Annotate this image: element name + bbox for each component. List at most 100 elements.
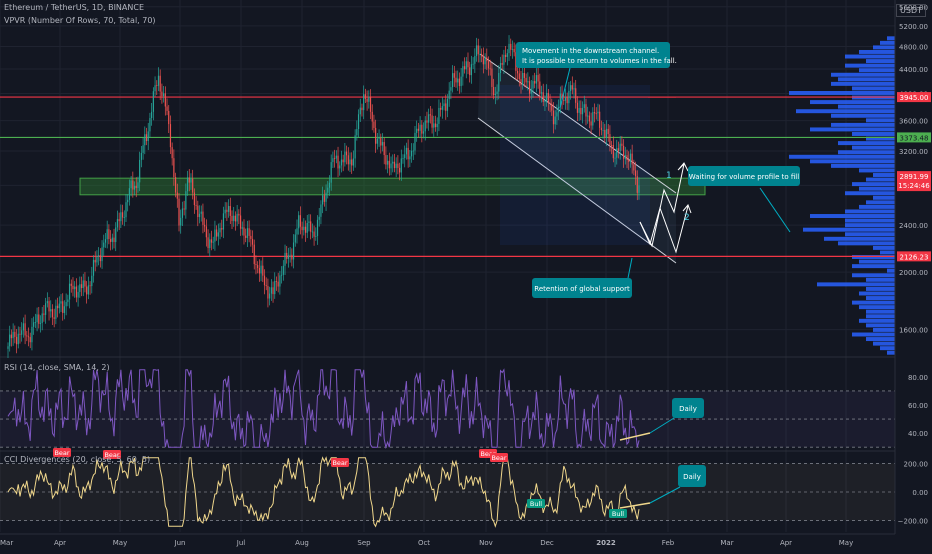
volume-profile-row xyxy=(831,163,895,168)
candle-body xyxy=(376,138,378,144)
candle-body xyxy=(532,81,534,89)
candle-body xyxy=(404,154,406,159)
candle-body xyxy=(233,215,235,221)
candle-body xyxy=(298,215,300,229)
volume-profile-row xyxy=(859,291,895,296)
candle-body xyxy=(313,231,315,237)
symbol-title[interactable]: Ethereum / TetherUS, 1D, BINANCE xyxy=(4,3,145,12)
time-tick-label: Jun xyxy=(174,539,186,547)
candle-body xyxy=(460,76,462,87)
volume-profile-row xyxy=(789,154,895,159)
volume-profile-row xyxy=(866,277,895,282)
cci-indicator-label[interactable]: CCI Divergences (20, close, 5, 60, 5) xyxy=(4,455,151,464)
candle-body xyxy=(149,118,151,132)
volume-profile-row xyxy=(866,323,895,328)
volume-profile-row xyxy=(831,113,895,118)
candle-body xyxy=(624,155,626,159)
currency-badge[interactable]: USDT xyxy=(896,4,926,17)
cci-line xyxy=(7,456,640,528)
candle-body xyxy=(224,209,226,214)
volume-profile-row xyxy=(845,223,895,228)
candle-body xyxy=(72,285,74,290)
candle-body xyxy=(195,205,197,206)
volume-profile-row xyxy=(852,264,895,269)
candle-body xyxy=(359,107,361,115)
candle-body xyxy=(291,254,293,260)
candle-body xyxy=(74,286,76,290)
cci-signal-text: Bear xyxy=(491,454,506,462)
volume-profile-row xyxy=(852,300,895,305)
candle-body xyxy=(463,66,466,70)
candle-body xyxy=(210,239,213,243)
candle-body xyxy=(631,153,633,165)
vpvr-indicator-label[interactable]: VPVR (Number Of Rows, 70, Total, 70) xyxy=(4,16,156,25)
candle-body xyxy=(246,228,248,238)
candle-body xyxy=(506,53,508,57)
candle-body xyxy=(559,93,561,107)
candle-body xyxy=(36,314,38,323)
volume-profile-row xyxy=(810,127,895,132)
candle-body xyxy=(356,129,358,136)
cci-signal-badge xyxy=(331,458,349,467)
volume-profile-row xyxy=(859,259,895,264)
volume-profile-row xyxy=(873,173,895,177)
candle-body xyxy=(433,123,435,128)
candle-body xyxy=(39,322,42,324)
candle-body xyxy=(113,237,115,243)
rsi-indicator-label[interactable]: RSI (14, close, SMA, 14, 2) xyxy=(4,363,110,372)
support-zone xyxy=(79,177,706,196)
candle-body xyxy=(91,275,93,287)
candle-body xyxy=(185,191,187,210)
candle-body xyxy=(284,252,286,266)
projection-path-1 xyxy=(639,163,685,248)
candle-body xyxy=(245,235,247,238)
candle-body xyxy=(585,104,587,117)
candle-body xyxy=(111,237,113,242)
candle-body xyxy=(487,61,490,69)
candle-body xyxy=(412,150,414,152)
candle-body xyxy=(130,180,132,189)
candle-body xyxy=(592,112,594,126)
candle-body xyxy=(253,244,255,265)
candle-body xyxy=(535,75,537,84)
candle-body xyxy=(17,333,19,345)
candle-body xyxy=(142,145,144,153)
candle-body xyxy=(400,158,402,173)
candle-body xyxy=(328,182,331,188)
candle-body xyxy=(345,151,348,156)
candle-body xyxy=(29,337,31,343)
volume-profile-row xyxy=(852,332,895,337)
candle-body xyxy=(484,57,486,65)
candle-body xyxy=(569,85,572,91)
price-axis-background xyxy=(895,0,932,550)
projection-label-2: 2 xyxy=(684,213,690,223)
candle-body xyxy=(62,301,64,313)
candle-body xyxy=(539,81,541,94)
candle-body xyxy=(248,228,250,236)
candle-body xyxy=(257,265,259,269)
candle-body xyxy=(67,299,69,303)
candle-body xyxy=(60,301,62,304)
cci-signal-text: Bull xyxy=(612,510,624,518)
candle-body xyxy=(475,45,478,56)
time-tick-label: Mar xyxy=(720,539,733,547)
candle-body xyxy=(397,163,399,168)
candle-body xyxy=(251,238,254,245)
candle-body xyxy=(392,161,394,164)
candle-body xyxy=(26,335,28,337)
candle-body xyxy=(274,281,276,295)
volume-profile-row xyxy=(810,159,895,164)
fixed-range-profile-box xyxy=(500,85,650,245)
volume-profile-row xyxy=(866,59,895,64)
candle-body xyxy=(515,52,517,71)
callout-rsi-text: Daily xyxy=(679,405,697,413)
candle-body xyxy=(605,128,608,138)
candle-body xyxy=(440,107,442,110)
candle-body xyxy=(84,280,86,287)
volume-profile-row xyxy=(866,314,895,319)
candle-body xyxy=(623,145,625,159)
volume-profile-row xyxy=(887,350,895,355)
